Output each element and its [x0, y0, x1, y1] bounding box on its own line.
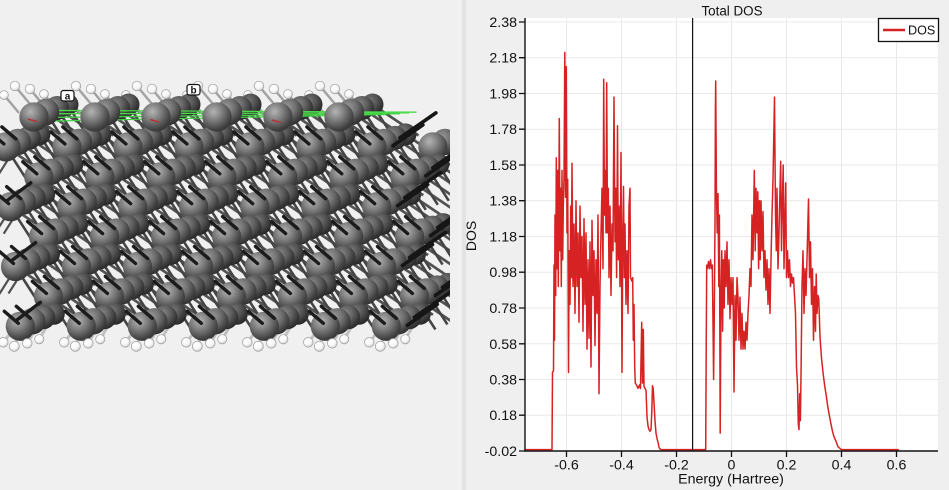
svg-text:0.2: 0.2	[777, 458, 797, 474]
svg-text:0.98: 0.98	[489, 265, 517, 281]
svg-text:Total DOS: Total DOS	[701, 4, 762, 19]
svg-text:0.4: 0.4	[832, 458, 852, 474]
svg-text:0: 0	[728, 458, 736, 474]
svg-text:0.38: 0.38	[489, 373, 517, 389]
svg-text:DOS: DOS	[908, 24, 935, 38]
svg-text:0.78: 0.78	[489, 301, 517, 317]
svg-text:1.58: 1.58	[489, 158, 517, 174]
svg-text:0.18: 0.18	[489, 408, 517, 424]
svg-text:-0.2: -0.2	[664, 458, 689, 474]
svg-text:b: b	[190, 85, 196, 96]
svg-text:0.58: 0.58	[489, 337, 517, 353]
svg-text:-0.02: -0.02	[485, 444, 517, 460]
svg-text:-0.4: -0.4	[609, 458, 634, 474]
svg-text:-0.6: -0.6	[554, 458, 579, 474]
svg-text:Energy (Hartree): Energy (Hartree)	[678, 472, 784, 488]
svg-text:1.98: 1.98	[489, 87, 517, 103]
svg-text:a: a	[65, 91, 71, 102]
svg-text:2.18: 2.18	[489, 51, 517, 67]
svg-text:0.6: 0.6	[887, 458, 907, 474]
svg-text:DOS: DOS	[463, 221, 479, 251]
svg-text:2.38: 2.38	[489, 15, 517, 31]
svg-text:1.18: 1.18	[489, 230, 517, 246]
svg-text:1.38: 1.38	[489, 194, 517, 210]
svg-text:1.78: 1.78	[489, 122, 517, 138]
